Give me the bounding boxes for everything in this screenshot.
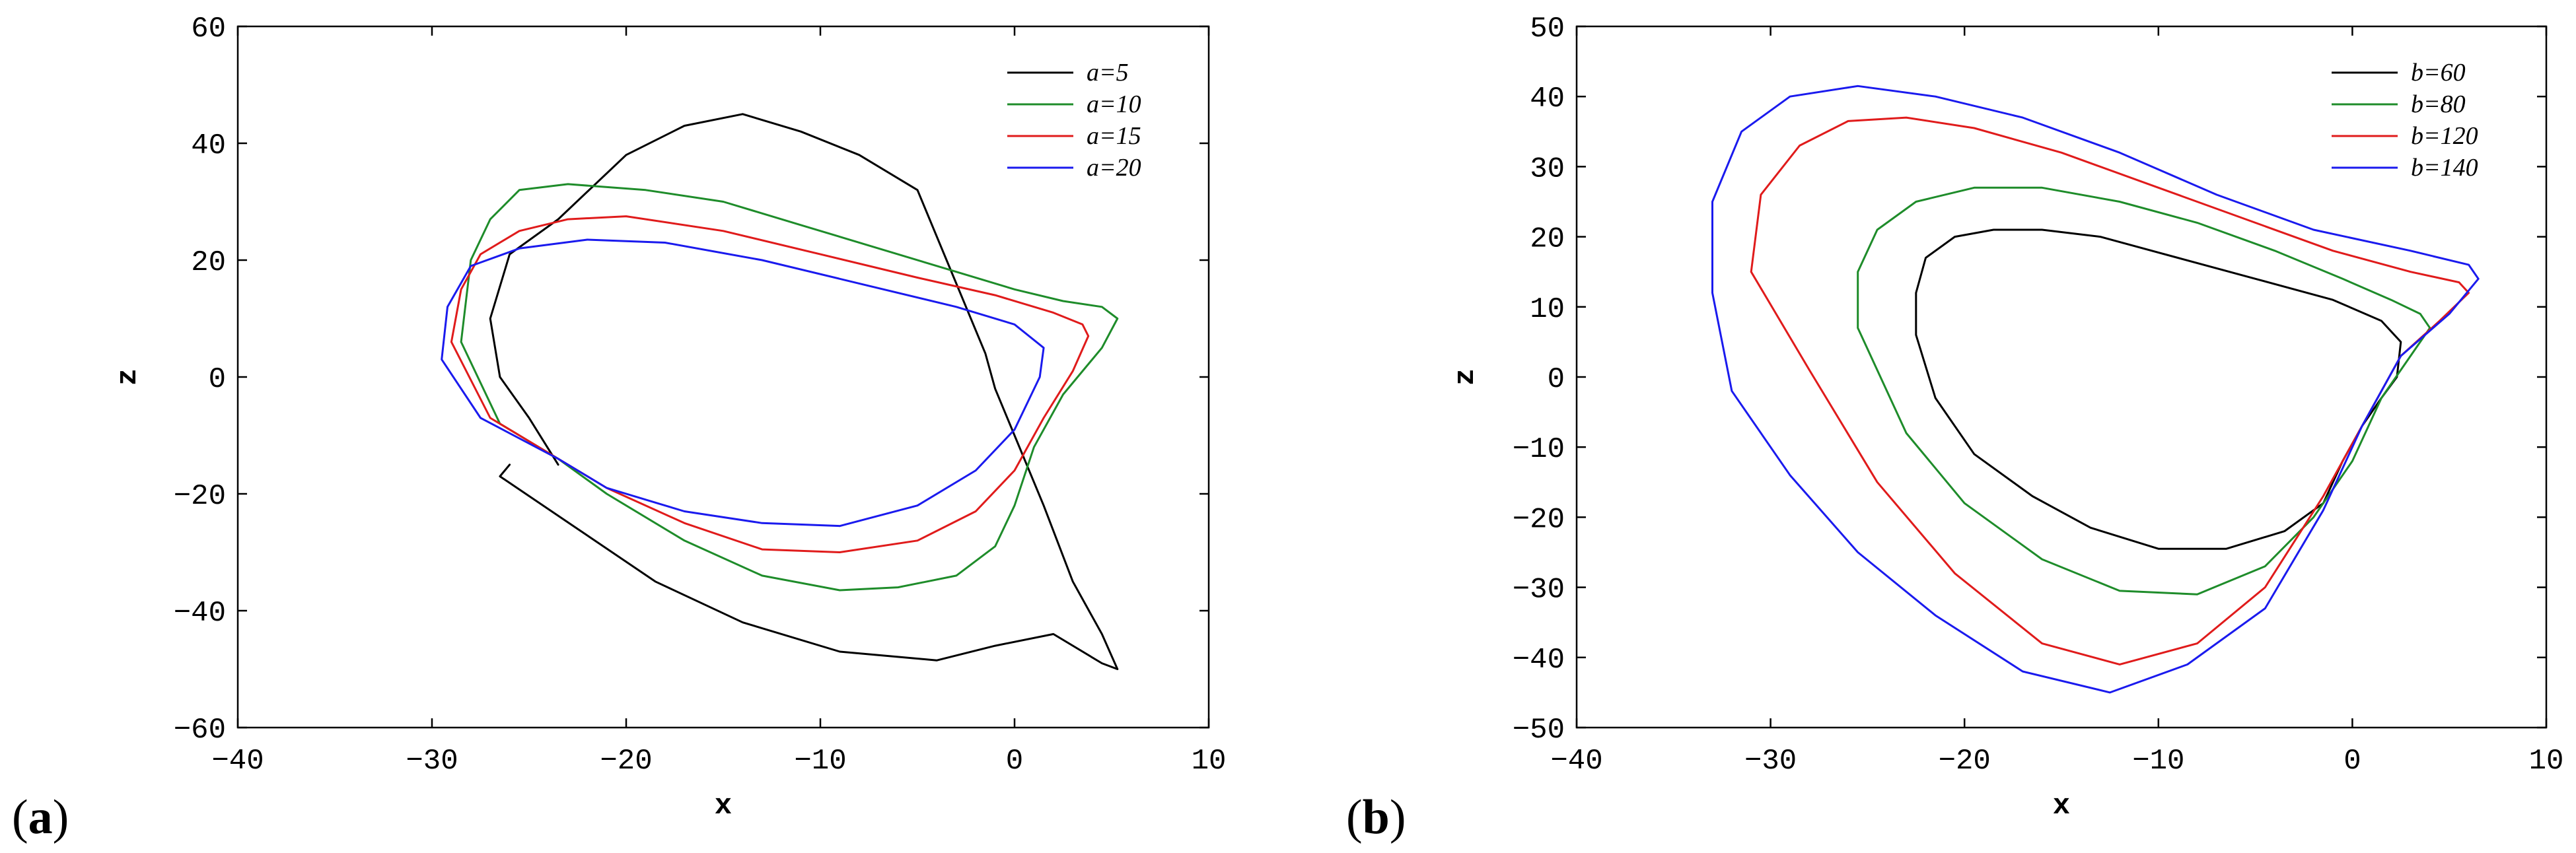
chart-b-x-tick-label: −20 — [1939, 745, 1991, 778]
chart-b-y-tick-label: 10 — [1530, 293, 1565, 326]
chart-a-axes-frame — [236, 25, 1210, 729]
chart-b-series-line-2 — [1857, 186, 2431, 596]
chart-a-legend-label: a=15 — [1087, 122, 1141, 150]
chart-b-y-tick-label: 20 — [1530, 223, 1565, 256]
chart-b-y-tick-label: 0 — [1548, 363, 1565, 396]
chart-b-y-tick-label: −20 — [1513, 503, 1565, 536]
chart-b-panel-label: (b) — [1346, 790, 1406, 844]
chart-b-x-tick-label: −40 — [1550, 745, 1602, 778]
chart-b-x-tick-label: 10 — [2529, 745, 2564, 778]
chart-a-x-tick-label: 0 — [1006, 745, 1023, 778]
chart-a-y-axis-label: z — [112, 368, 145, 386]
chart-b-series-line-3 — [1750, 116, 2470, 665]
chart-b: −40 −30 −20 −10 0 10−50−40−30−20−100102030405… — [1346, 13, 2563, 844]
chart-a-series-line-2 — [460, 183, 1119, 592]
chart-b-legend-label: b=120 — [2411, 122, 2478, 150]
chart-b-y-tick-label: −40 — [1513, 644, 1565, 677]
chart-a-legend-label: a=20 — [1087, 154, 1141, 182]
chart-b-series-line-4 — [1711, 85, 2480, 694]
chart-b-y-tick-label: −30 — [1513, 574, 1565, 607]
chart-a-y-tick-label: 60 — [191, 13, 226, 46]
chart-a-y-tick-label: 40 — [191, 129, 226, 162]
chart-b-y-tick-label: 40 — [1530, 83, 1565, 116]
chart-a-x-axis-label: x — [715, 790, 732, 823]
chart-b-y-tick-label: −50 — [1513, 714, 1565, 747]
chart-a-x-tick-label: −10 — [794, 745, 846, 778]
chart-a-x-tick-label: −40 — [211, 745, 264, 778]
chart-a-series-line-4 — [441, 238, 1045, 528]
chart-a-y-tick-label: −20 — [174, 480, 226, 513]
chart-b-x-tick-label: −30 — [1744, 745, 1797, 778]
chart-a-y-tick-label: 0 — [209, 363, 226, 396]
chart-b-y-axis-label: z — [1449, 368, 1482, 386]
chart-a-x-tick-label: 10 — [1192, 745, 1227, 778]
chart-b-legend-label: b=80 — [2411, 90, 2466, 118]
chart-b-x-tick-label: −10 — [2132, 745, 2184, 778]
chart-b-x-axis-label: x — [2053, 790, 2070, 823]
chart-a-y-tick-label: 20 — [191, 246, 226, 279]
chart-b-legend-label: b=60 — [2411, 59, 2466, 86]
chart-a-panel-label: (a) — [12, 790, 69, 844]
chart-a-series-line-3 — [450, 215, 1090, 553]
chart-a-y-tick-label: −60 — [174, 714, 226, 747]
chart-b-legend-label: b=140 — [2411, 154, 2478, 182]
chart-b-y-tick-label: 30 — [1530, 153, 1565, 186]
chart-a-legend-label: a=5 — [1087, 59, 1129, 86]
chart-a-x-tick-label: −30 — [406, 745, 458, 778]
chart-b-x-tick-label: 0 — [2343, 745, 2361, 778]
chart-a-y-tick-label: −40 — [174, 597, 226, 630]
chart-a-x-tick-label: −20 — [600, 745, 652, 778]
chart-a-legend-label: a=10 — [1087, 90, 1141, 118]
chart-b-y-tick-label: 50 — [1530, 13, 1565, 46]
chart-a-series-line-1 — [489, 113, 1119, 670]
chart-a: −40 −30 −20 −10 0 10−60−40−200204060xz(a)a=5a… — [12, 13, 1226, 844]
chart-b-y-tick-label: −10 — [1513, 433, 1565, 466]
